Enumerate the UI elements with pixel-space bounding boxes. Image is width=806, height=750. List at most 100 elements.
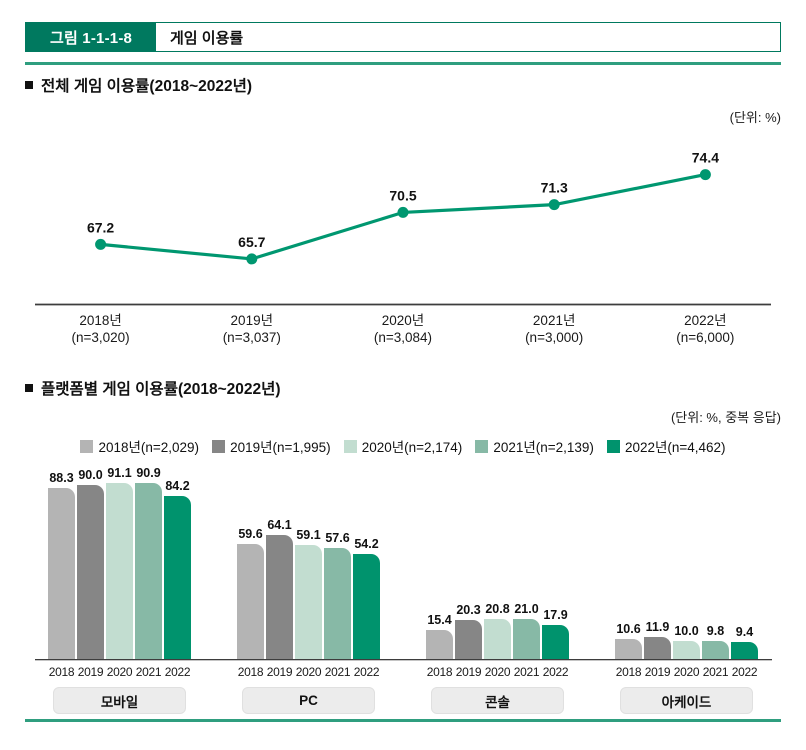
bar-chart-year-labels: 2018 2019 2020 2021 2022 2018 2019 2020 2021 2022… [25, 665, 781, 679]
figure-header: 그림 1-1-1-8 게임 이용률 [25, 22, 781, 52]
bar-value-label: 10.0 [674, 624, 699, 638]
overall-section-heading: 전체 게임 이용률(2018~2022년) [25, 74, 781, 96]
square-bullet-icon [25, 384, 33, 392]
category-cell: 모바일 [25, 687, 214, 714]
bar-year-label: 2020 [484, 665, 511, 679]
bar-year-label: 2019 [644, 665, 671, 679]
data-point-label: 71.3 [541, 180, 568, 196]
bar-year-group: 2018 2019 2020 2021 2022 [25, 665, 214, 679]
bar: 57.6 [324, 531, 351, 660]
bar-year-label: 2018 [48, 665, 75, 679]
category-label-box: 모바일 [53, 687, 186, 714]
legend-swatch-icon [475, 439, 489, 453]
bar-chart: 88.3 90.0 91.1 90.9 84.2 59.6 64.1 59.1 57.6 54.2… [25, 466, 781, 660]
top-divider [25, 62, 781, 65]
bar-year-label: 2022 [542, 665, 569, 679]
legend-swatch-icon [343, 439, 357, 453]
x-axis-tick-label: 2018년 (n=3,020) [71, 313, 130, 345]
overall-heading-text: 전체 게임 이용률(2018~2022년) [41, 78, 253, 95]
category-cell: 콘솔 [403, 687, 592, 714]
data-point-marker [246, 253, 258, 265]
bar-value-label: 90.9 [136, 466, 161, 480]
legend-label: 2021년(n=2,139) [493, 440, 594, 455]
legend-label: 2022년(n=4,462) [624, 440, 726, 455]
bar: 64.1 [266, 518, 293, 660]
bar-year-label: 2018 [237, 665, 264, 679]
bar-year-label: 2018 [615, 665, 642, 679]
x-axis-tick-label: 2019년 (n=3,037) [222, 313, 281, 345]
data-point-label: 65.7 [238, 234, 265, 250]
bar-value-label: 17.9 [543, 608, 568, 622]
bar-group: 15.4 20.3 20.8 21.0 17.9 [403, 602, 592, 660]
data-point-marker [95, 238, 107, 250]
bar: 9.4 [731, 625, 758, 660]
x-axis-tick-label: 2021년 (n=3,000) [525, 313, 584, 345]
legend-label: 2018년(n=2,029) [98, 440, 200, 455]
category-label-box: 콘솔 [431, 687, 564, 714]
bar: 59.6 [237, 527, 264, 660]
bar-value-label: 59.1 [296, 528, 321, 542]
bar: 91.1 [106, 466, 133, 660]
bar-chart-legend: 2018년(n=2,029) 2019년(n=1,995) 2020년(n=2,17… [25, 436, 781, 456]
bar-group: 88.3 90.0 91.1 90.9 84.2 [25, 466, 214, 660]
legend-swatch-icon [212, 439, 226, 453]
bar-year-label: 2021 [135, 665, 162, 679]
bar-year-label: 2018 [426, 665, 453, 679]
line-chart-x-axis-labels: 2018년 (n=3,020) 2019년 (n=3,037) 2020년 (n=3,08… [25, 312, 781, 346]
data-point-marker [397, 206, 409, 218]
bar: 88.3 [48, 471, 75, 660]
data-point-marker [548, 199, 560, 211]
bar-year-label: 2020 [673, 665, 700, 679]
bar-value-label: 90.0 [78, 468, 103, 482]
bar-value-label: 84.2 [165, 479, 190, 493]
bar-year-label: 2019 [455, 665, 482, 679]
x-axis-tick-label: 2022년 (n=6,000) [676, 313, 735, 345]
bar-year-label: 2019 [77, 665, 104, 679]
bar-year-label: 2021 [513, 665, 540, 679]
figure-title: 게임 이용률 [170, 29, 244, 47]
category-cell: 아케이드 [592, 687, 781, 714]
bar: 90.9 [135, 466, 162, 660]
legend-swatch-icon [80, 439, 94, 453]
category-cell: PC [214, 687, 403, 714]
bar: 84.2 [164, 479, 191, 660]
bar-value-label: 11.9 [645, 620, 670, 634]
data-point-label: 74.4 [692, 150, 719, 166]
data-point-label: 70.5 [389, 187, 416, 203]
bar-year-label: 2022 [164, 665, 191, 679]
bar: 15.4 [426, 613, 453, 660]
bar: 10.6 [615, 622, 642, 660]
bar-chart-axis [35, 659, 772, 661]
category-label-box: 아케이드 [620, 687, 753, 714]
platform-heading-text: 플랫폼별 게임 이용률(2018~2022년) [41, 381, 281, 398]
category-label-box: PC [242, 687, 375, 714]
bar-value-label: 57.6 [325, 531, 350, 545]
bar: 20.3 [455, 603, 482, 660]
square-bullet-icon [25, 81, 33, 89]
bar: 59.1 [295, 528, 322, 660]
legend-item: 2020년(n=2,174) [343, 436, 462, 456]
bar: 17.9 [542, 608, 569, 660]
legend-swatch-icon [606, 439, 620, 453]
bar-value-label: 54.2 [354, 537, 379, 551]
bar-value-label: 20.8 [485, 602, 510, 616]
bar: 11.9 [644, 620, 671, 660]
bar-year-label: 2022 [731, 665, 758, 679]
data-point-marker [699, 169, 711, 181]
bar-year-label: 2019 [266, 665, 293, 679]
bar-value-label: 59.6 [238, 527, 263, 541]
bar-year-group: 2018 2019 2020 2021 2022 [214, 665, 403, 679]
bar-year-label: 2020 [106, 665, 133, 679]
overall-unit-note: (단위: %) [729, 110, 781, 125]
bar-group: 10.6 11.9 10.0 9.8 9.4 [592, 620, 781, 660]
bar-value-label: 10.6 [616, 622, 641, 636]
data-point-label: 67.2 [87, 219, 114, 235]
bar-value-label: 9.4 [735, 625, 754, 639]
legend-label: 2019년(n=1,995) [230, 440, 331, 455]
bar-year-label: 2021 [702, 665, 729, 679]
line-chart: 67.2 65.7 70.5 71.3 74.4 [35, 150, 771, 306]
bar-value-label: 20.3 [456, 603, 481, 617]
figure-code-badge: 그림 1-1-1-8 [26, 23, 156, 51]
bar-value-label: 21.0 [514, 602, 539, 616]
bar-value-label: 9.8 [706, 624, 725, 638]
